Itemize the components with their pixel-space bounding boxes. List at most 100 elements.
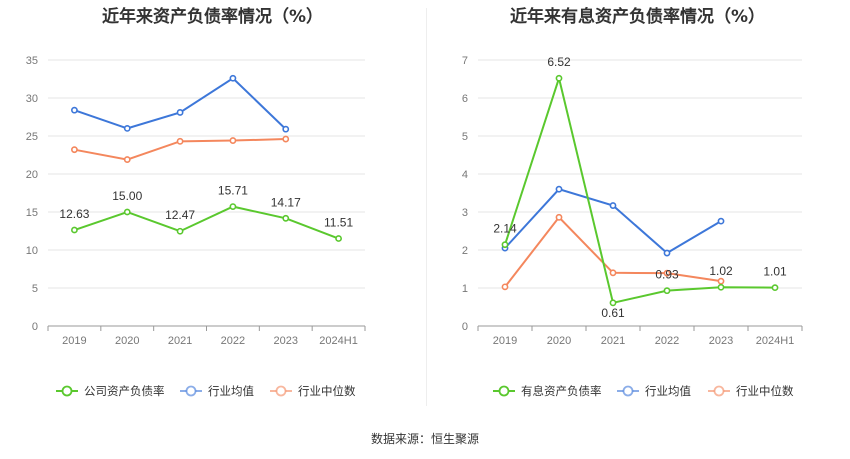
data-point: [555, 213, 563, 221]
data-point: [123, 124, 131, 132]
y-tick-label: 2: [462, 245, 468, 257]
data-point: [335, 235, 342, 242]
x-tick-label: 2019: [62, 335, 86, 347]
legend-marker: [622, 385, 634, 397]
series-industry-median: [71, 135, 290, 163]
y-tick-label: 1: [462, 283, 468, 295]
series-line: [504, 74, 776, 305]
data-label: 0.61: [601, 306, 625, 320]
legend-label: 行业中位数: [736, 384, 794, 398]
data-point: [123, 156, 131, 163]
data-point: [501, 283, 509, 291]
legend-marker: [275, 385, 287, 397]
data-point: [282, 125, 290, 133]
data-point: [609, 202, 617, 209]
legend-item[interactable]: 有息资产负债率: [493, 384, 602, 398]
chart-title: 近年来有息资产负债率情况（%）: [509, 7, 766, 27]
series-main: [501, 74, 779, 307]
legend-marker: [498, 385, 510, 397]
y-tick-label: 5: [462, 131, 468, 143]
data-point: [771, 284, 779, 292]
y-tick-label: 0: [462, 321, 468, 333]
y-tick-label: 20: [26, 169, 38, 181]
data-label: 15.71: [218, 184, 248, 198]
data-label: 12.63: [59, 207, 89, 221]
data-label: 6.52: [547, 55, 571, 69]
data-point: [71, 226, 78, 234]
x-tick-label: 2024H1: [319, 335, 358, 347]
series-line: [74, 76, 287, 130]
data-point: [229, 137, 237, 144]
data-point: [71, 146, 78, 154]
legend-item[interactable]: 行业中位数: [270, 384, 356, 398]
legend-item[interactable]: 行业均值: [180, 385, 254, 398]
x-tick-label: 2021: [601, 335, 625, 347]
data-point: [663, 269, 671, 277]
y-tick-label: 30: [26, 93, 38, 105]
data-point: [501, 241, 509, 249]
data-point: [663, 249, 671, 257]
data-point: [609, 299, 617, 307]
x-tick-label: 2019: [493, 335, 517, 347]
data-label: 11.51: [324, 216, 353, 230]
y-tick-label: 15: [26, 207, 38, 219]
legend-label: 有息资产负债率: [521, 384, 602, 398]
x-tick-label: 2020: [115, 335, 139, 347]
x-tick-label: 2022: [221, 335, 245, 347]
legend-item[interactable]: 行业均值: [617, 385, 691, 398]
y-tick-label: 7: [462, 55, 468, 67]
series-line: [504, 188, 722, 255]
debt-ratio-chart: 近年来资产负债率情况（%） 0 5 10 15 20 25 30 35 2019 2020 2021…: [0, 0, 425, 410]
y-tick-label: 6: [462, 93, 468, 105]
data-point: [717, 277, 725, 285]
legend-item[interactable]: 行业中位数: [708, 384, 794, 398]
series-main: [71, 203, 342, 242]
legend-item[interactable]: 公司资产负债率: [56, 384, 165, 398]
data-label: 12.47: [165, 208, 195, 222]
panel-divider: [426, 8, 427, 406]
legend-marker: [61, 385, 73, 397]
data-point: [282, 214, 290, 222]
series-line: [74, 205, 339, 240]
y-tick-label: 0: [32, 321, 38, 333]
y-tick-label: 3: [462, 207, 468, 219]
legend-marker: [713, 385, 725, 397]
y-tick-label: 10: [26, 245, 38, 257]
data-point: [176, 109, 184, 116]
legend-label: 行业均值: [208, 385, 254, 398]
data-label: 0.93: [655, 268, 679, 282]
y-tick-label: 25: [26, 131, 38, 143]
chart-title: 近年来资产负债率情况（%）: [101, 7, 324, 27]
interest-debt-ratio-chart: 近年来有息资产负债率情况（%） 0 1 2 3 4 5 6 7 2019 2020 2021 2022…: [425, 0, 850, 410]
legend-marker: [185, 385, 197, 397]
data-point: [123, 208, 131, 216]
legend-label: 行业中位数: [298, 384, 356, 398]
x-tick-label: 2023: [709, 335, 733, 347]
x-tick-label: 2022: [655, 335, 679, 347]
data-source-label: 数据来源：恒生聚源: [370, 432, 479, 446]
data-point: [176, 227, 184, 235]
data-point: [229, 74, 237, 82]
data-point: [229, 203, 237, 211]
data-point: [609, 269, 617, 277]
x-tick-label: 2024H1: [756, 335, 795, 347]
y-tick-label: 5: [32, 283, 38, 295]
data-point: [176, 137, 184, 145]
data-label: 15.00: [112, 189, 142, 203]
data-point: [282, 135, 290, 143]
series-industry-mean: [501, 185, 725, 257]
data-point: [555, 74, 563, 82]
legend-label: 公司资产负债率: [84, 384, 165, 398]
data-point: [555, 185, 563, 193]
series-line: [504, 215, 722, 288]
series-industry-median: [501, 213, 725, 291]
data-point: [717, 217, 725, 225]
x-tick-label: 2023: [274, 335, 298, 347]
data-label: 2.14: [493, 222, 517, 236]
data-label: 14.17: [271, 195, 301, 209]
data-point: [717, 283, 725, 291]
x-tick-label: 2020: [547, 335, 571, 347]
x-tick-label: 2021: [168, 335, 192, 347]
data-label: 1.01: [763, 265, 787, 279]
y-tick-label: 4: [462, 169, 468, 181]
